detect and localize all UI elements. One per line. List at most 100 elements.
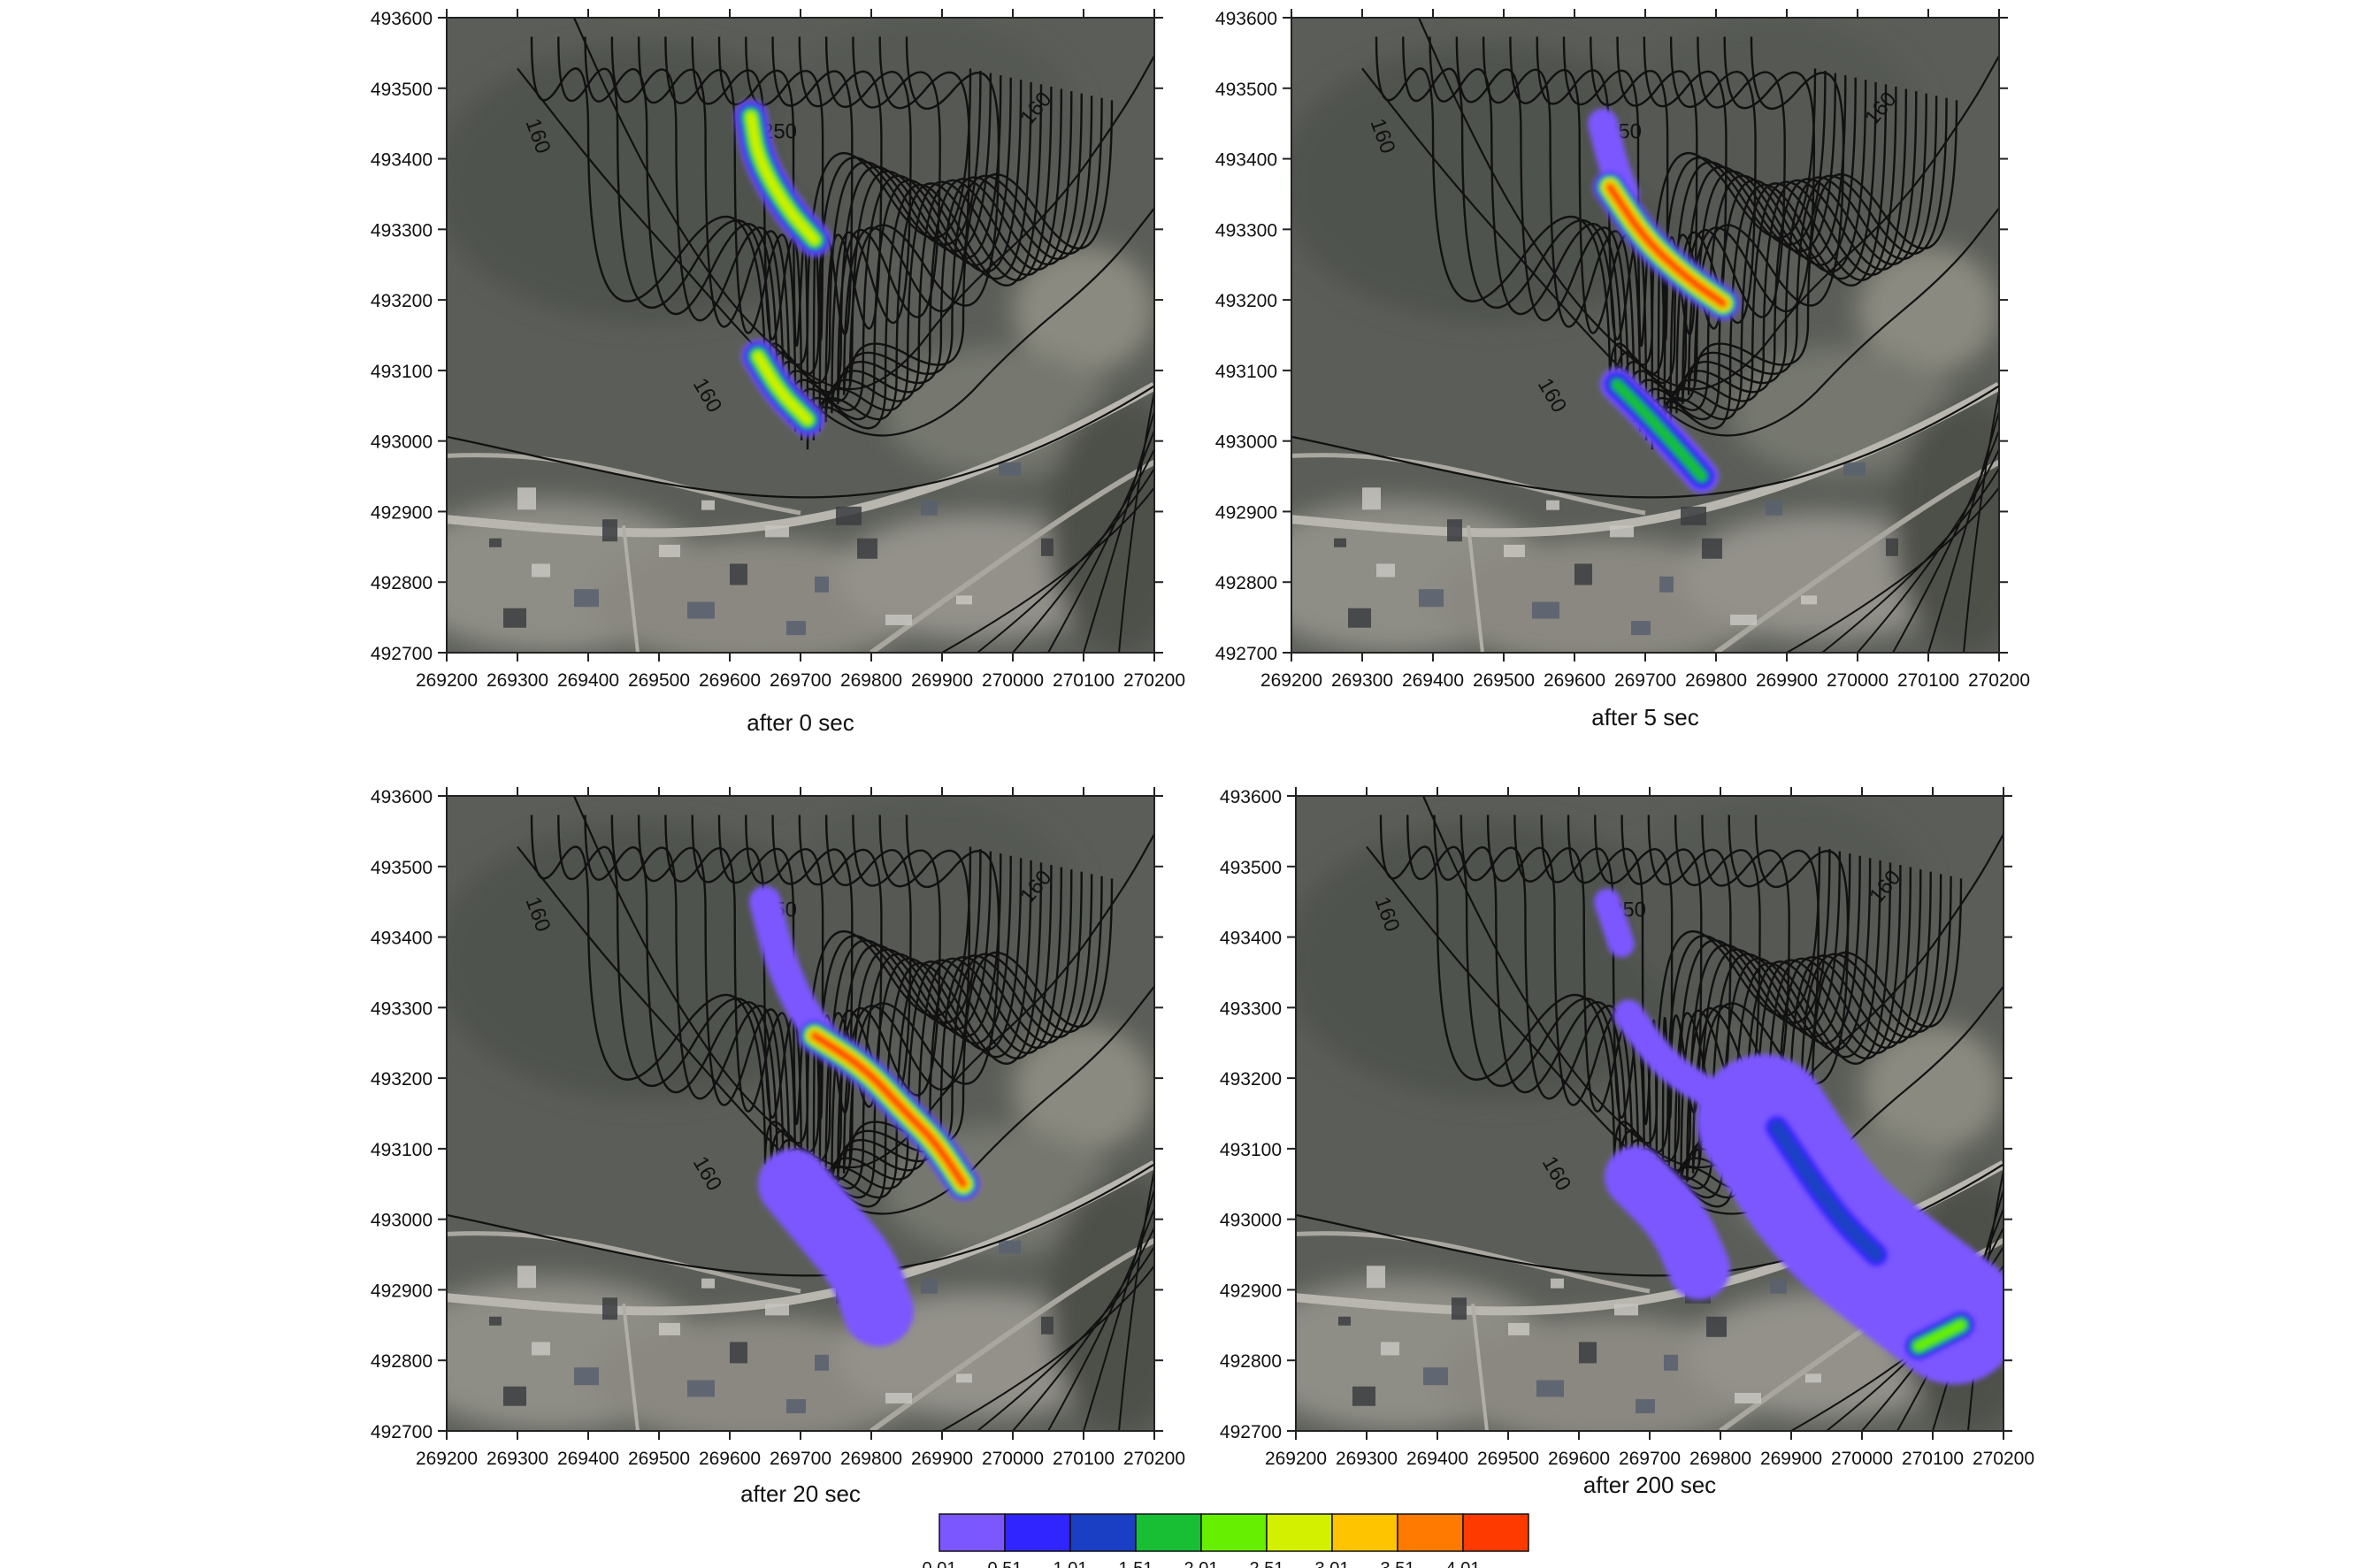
x-tick-label: 269800 — [1689, 1449, 1751, 1469]
panel-title: after 20 sec — [740, 1480, 861, 1507]
road-network — [447, 382, 1154, 653]
plume-band — [747, 112, 819, 244]
x-tick-label: 270100 — [1053, 1449, 1115, 1469]
y-tick-label: 493000 — [371, 1211, 433, 1231]
x-tick-label: 269200 — [1260, 670, 1322, 691]
plume-band — [1913, 1320, 1966, 1351]
contour-line — [1786, 486, 1999, 653]
x-tick-label: 269300 — [1336, 1449, 1398, 1469]
y-tick-label: 492700 — [371, 644, 433, 664]
plume-low-concentration — [749, 885, 838, 1052]
y-tick-label: 493200 — [1215, 291, 1277, 311]
x-tick-label: 270100 — [1897, 670, 1959, 691]
x-tick-label: 270000 — [982, 670, 1044, 691]
axes: 269200 269300 269400 269500 269600 269700 2698… — [371, 9, 1185, 691]
x-tick-label: 269500 — [1473, 670, 1535, 691]
contour-line — [1669, 36, 1927, 414]
contour-line — [848, 815, 1114, 1165]
y-tick-label: 492900 — [1220, 1281, 1282, 1301]
y-tick-label: 492700 — [1220, 1422, 1282, 1442]
contour-line — [572, 18, 1154, 391]
x-tick-label: 269600 — [699, 670, 761, 691]
y-tick-label: 493500 — [371, 80, 433, 100]
x-tick-label: 270000 — [1831, 1449, 1893, 1469]
y-tick-label: 493400 — [371, 929, 433, 949]
colorbar-swatch — [1135, 1513, 1202, 1552]
panel-title: after 200 sec — [1583, 1472, 1716, 1498]
contour-line — [447, 1163, 1154, 1277]
plume-band — [754, 352, 812, 425]
colorbar-tick-label: 3.01 — [1315, 1559, 1350, 1568]
x-tick-label: 270100 — [1053, 670, 1115, 691]
contour-line — [572, 796, 1154, 1169]
contour-line — [941, 1265, 1154, 1431]
contour-line — [1857, 448, 1999, 653]
y-tick-label: 492900 — [371, 1281, 433, 1301]
x-tick-label: 269500 — [1477, 1449, 1539, 1469]
buildings — [1334, 462, 1898, 636]
x-tick-label: 269400 — [1406, 1449, 1468, 1469]
contour-line — [1118, 1170, 1154, 1431]
axes: 269200 269300 269400 269500 269600 269700 2698… — [1220, 787, 2034, 1469]
contour-line — [1821, 468, 1999, 653]
contour-line — [977, 1246, 1154, 1431]
x-tick-label: 269600 — [699, 1449, 761, 1469]
x-tick-label: 270200 — [1123, 670, 1185, 691]
x-tick-label: 269900 — [1760, 1449, 1822, 1469]
y-tick-label: 493600 — [1220, 787, 1282, 807]
y-tick-label: 493200 — [371, 1069, 433, 1090]
x-tick-label: 269500 — [628, 670, 690, 691]
contour-line — [1643, 36, 1918, 423]
contour-line — [1047, 430, 1154, 653]
colorbar: 0.01 0.51 1.01 1.51 2.01 2.51 3.01 3.51 4.01 — [923, 1513, 1529, 1568]
contour-line — [977, 468, 1154, 653]
x-tick-label: 270000 — [1827, 670, 1889, 691]
y-tick-label: 493600 — [371, 787, 433, 807]
x-tick-label: 269700 — [770, 1449, 831, 1469]
x-tick-label: 269200 — [416, 670, 478, 691]
colorbar-tick-label: 0.51 — [988, 1559, 1023, 1568]
plume-low-concentration — [1605, 1145, 1730, 1300]
y-tick-label: 492800 — [1215, 573, 1277, 593]
colorbar-swatch — [1004, 1513, 1071, 1552]
y-tick-label: 492800 — [371, 1351, 433, 1372]
plume-band — [812, 1033, 966, 1187]
x-tick-label: 270200 — [1968, 670, 2030, 691]
contour-line — [837, 36, 1093, 404]
colorbar-swatch — [1200, 1513, 1268, 1552]
contour-line — [1012, 448, 1154, 653]
contour-line — [1963, 392, 1999, 653]
plume-low-concentration — [758, 1148, 914, 1347]
contour-line — [1682, 36, 1938, 404]
contour-line — [798, 36, 1073, 423]
contour-line — [1012, 1227, 1154, 1431]
x-tick-label: 269300 — [486, 1449, 548, 1469]
concentration-layer — [1594, 888, 2003, 1385]
contour-line — [1118, 392, 1154, 653]
y-tick-label: 493300 — [1215, 220, 1277, 241]
colorbar-tick-label: 0.01 — [923, 1559, 957, 1568]
contour-line — [1892, 430, 1999, 653]
x-tick-label: 270100 — [1902, 1449, 1964, 1469]
contour-line — [1693, 36, 1958, 386]
colorbar-swatch — [1331, 1513, 1398, 1552]
contour-line — [745, 36, 1053, 440]
contour-line — [1291, 385, 1999, 499]
colorbar-swatch — [939, 1513, 1006, 1552]
y-tick-label: 492700 — [371, 1422, 433, 1442]
colorbar-tick-label: 3.51 — [1381, 1559, 1415, 1568]
colorbar-tick-label: 2.51 — [1250, 1559, 1284, 1568]
y-tick-label: 493200 — [1220, 1069, 1282, 1090]
colorbar-swatch — [1462, 1513, 1529, 1552]
contour-line — [824, 36, 1083, 414]
road-network — [1291, 382, 1999, 653]
y-tick-label: 493100 — [1220, 1140, 1282, 1160]
colorbar-tick-label: 1.51 — [1119, 1559, 1153, 1568]
